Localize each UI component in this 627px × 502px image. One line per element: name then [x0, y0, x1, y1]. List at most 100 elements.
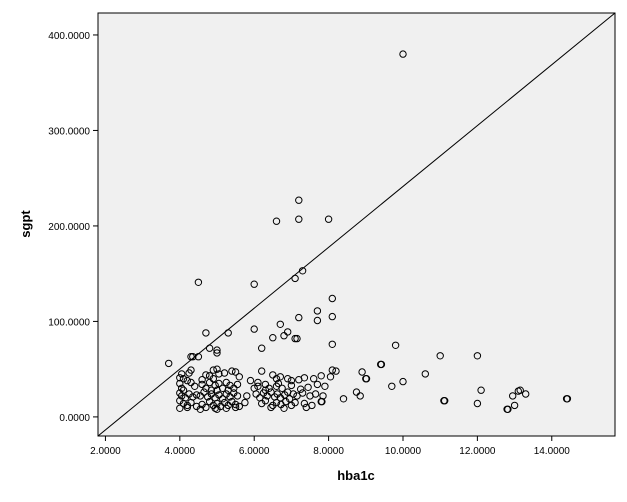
- data-point: [313, 316, 322, 325]
- data-point: [198, 376, 206, 384]
- x-tick-label: 14.0000: [534, 446, 571, 457]
- data-point: [310, 375, 318, 383]
- data-point: [218, 395, 227, 403]
- data-point: [441, 397, 449, 405]
- data-point: [213, 346, 221, 354]
- y-axis: 0.0000 100.0000 200.0000 300.0000 400.0000: [48, 31, 98, 424]
- x-tick-label: 8.0000: [313, 446, 344, 457]
- data-point: [328, 340, 336, 348]
- data-point: [222, 404, 231, 412]
- y-tick-label: 400.0000: [48, 31, 90, 42]
- data-point: [274, 379, 283, 388]
- data-point: [176, 379, 184, 388]
- data-point: [263, 392, 271, 400]
- data-point: [328, 294, 336, 303]
- data-point: [563, 395, 572, 403]
- data-point: [220, 369, 229, 377]
- data-point: [176, 404, 184, 412]
- data-point: [504, 405, 512, 413]
- data-point: [269, 334, 277, 342]
- data-point: [183, 376, 192, 385]
- data-point: [280, 404, 288, 412]
- data-point: [352, 388, 361, 396]
- data-point: [297, 385, 305, 393]
- data-point: [510, 401, 519, 410]
- data-point: [178, 392, 186, 400]
- data-point: [198, 380, 206, 389]
- data-point: [202, 329, 210, 337]
- data-point: [187, 398, 195, 407]
- data-point: [358, 368, 366, 376]
- data-point: [226, 393, 234, 401]
- data-point: [196, 405, 205, 413]
- data-point: [261, 380, 270, 389]
- data-point: [231, 403, 240, 412]
- points-layer: [165, 50, 572, 413]
- data-point: [258, 344, 266, 352]
- data-point: [298, 389, 307, 397]
- data-point: [179, 399, 188, 408]
- data-point: [276, 320, 284, 328]
- data-point: [233, 380, 242, 389]
- data-point: [293, 334, 301, 343]
- data-point: [189, 353, 197, 361]
- data-point: [246, 376, 255, 385]
- y-tick-label: 200.0000: [48, 222, 90, 233]
- data-point: [313, 380, 322, 389]
- data-point: [235, 402, 244, 411]
- data-point: [207, 386, 216, 394]
- data-point: [295, 313, 303, 322]
- data-point: [324, 215, 333, 223]
- data-point: [267, 403, 275, 412]
- data-point: [215, 379, 223, 388]
- data-point: [211, 404, 219, 412]
- data-point: [213, 365, 221, 373]
- y-tick-label: 100.0000: [48, 317, 90, 328]
- data-point: [362, 375, 371, 383]
- data-point: [202, 371, 210, 379]
- data-point: [282, 397, 290, 406]
- data-point: [304, 383, 312, 391]
- data-point: [194, 353, 203, 361]
- data-point: [473, 399, 482, 408]
- data-point: [183, 403, 192, 412]
- data-point: [477, 386, 485, 394]
- data-point: [165, 359, 173, 368]
- x-tick-label: 2.0000: [90, 446, 121, 457]
- y-tick-label: 0.0000: [59, 413, 90, 424]
- data-point: [311, 390, 320, 398]
- data-point: [194, 278, 203, 286]
- data-point: [280, 332, 288, 340]
- data-point: [284, 375, 292, 383]
- data-point: [205, 397, 214, 406]
- data-point: [265, 384, 273, 392]
- data-point: [176, 374, 184, 382]
- data-point: [291, 334, 299, 343]
- x-tick-label: 6.0000: [239, 446, 270, 457]
- data-point: [302, 403, 310, 412]
- data-point: [200, 388, 208, 396]
- data-point: [261, 397, 270, 405]
- data-point: [231, 368, 240, 376]
- data-point: [272, 217, 281, 225]
- data-point: [287, 376, 296, 385]
- data-point: [356, 392, 364, 400]
- data-point: [298, 267, 307, 275]
- data-point: [391, 341, 400, 349]
- data-point: [213, 405, 221, 413]
- data-point: [179, 375, 188, 383]
- data-point: [205, 344, 214, 352]
- data-point: [207, 390, 216, 398]
- data-point: [243, 392, 251, 400]
- data-point: [178, 384, 186, 392]
- data-point: [254, 378, 262, 387]
- data-point: [339, 395, 348, 403]
- data-point: [295, 196, 303, 204]
- data-point: [252, 390, 260, 398]
- data-point: [254, 382, 262, 390]
- data-point: [293, 392, 301, 400]
- y-axis-title: sgpt: [18, 210, 33, 238]
- data-point: [224, 386, 232, 394]
- data-point: [269, 371, 277, 379]
- data-point: [522, 390, 530, 398]
